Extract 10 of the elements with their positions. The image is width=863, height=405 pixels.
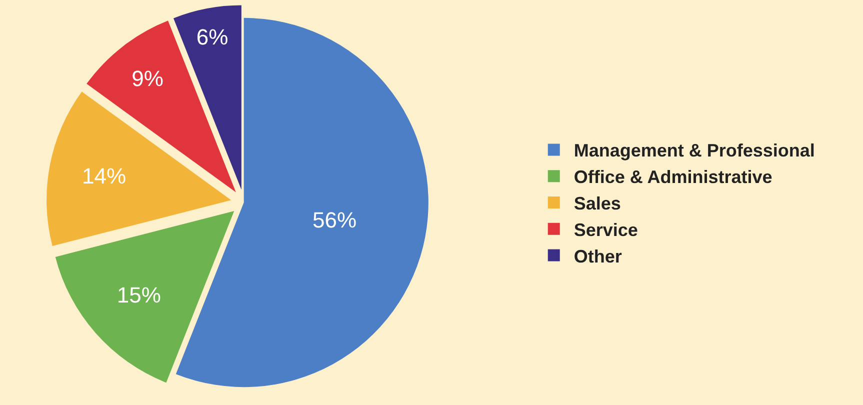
legend-label: Other (574, 246, 622, 266)
data-label: 56% (312, 207, 357, 232)
data-label: 6% (196, 24, 228, 50)
legend-label: Office & Administrative (574, 167, 772, 188)
data-label: 14% (82, 163, 126, 188)
legend-label: Service (574, 220, 638, 240)
legend-label: Sales (574, 194, 621, 214)
data-label: 15% (116, 282, 161, 308)
data-label: 9% (132, 66, 164, 91)
legend-label: Management & Professional (574, 140, 815, 161)
